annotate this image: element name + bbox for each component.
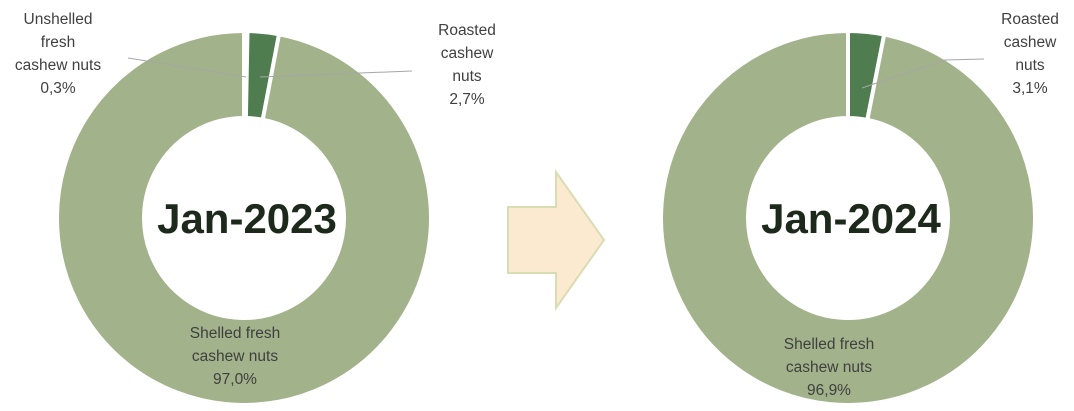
data-label-line: Shelled fresh [190, 325, 280, 342]
data-label-line: cashew nuts [786, 359, 872, 376]
data-label-unshelled: Unshelled fresh cashew nuts 0,3% [15, 11, 101, 97]
data-label-line: 97,0% [213, 371, 257, 388]
leader-line-roasted [861, 58, 985, 89]
right-arrow-icon [507, 168, 606, 312]
data-label-line: 96,9% [807, 382, 851, 399]
slice-shelled [659, 28, 1037, 407]
data-label-line: Unshelled [24, 11, 93, 28]
leader-line-roasted [259, 70, 413, 78]
center-label: Jan-2023 [157, 195, 337, 242]
data-label-roasted: Roasted cashew nuts 2,7% [438, 22, 496, 108]
data-label-line: cashew nuts [192, 348, 278, 365]
data-label-line: Roasted [1001, 11, 1059, 28]
data-label-line: Roasted [438, 22, 496, 39]
data-label-line: 3,1% [1012, 80, 1048, 97]
data-label-line: cashew nuts [15, 57, 101, 74]
center-label: Jan-2024 [761, 195, 941, 242]
data-label-line: Shelled fresh [784, 336, 874, 353]
data-label-line: 0,3% [40, 80, 76, 97]
data-label-line: 2,7% [449, 91, 485, 108]
slice-shelled [55, 28, 433, 407]
donut-chart-jan-2023: Unshelled fresh cashew nuts 0,3% Roasted cash… [15, 11, 496, 407]
data-label-shelled: Shelled fresh cashew nuts 97,0% [190, 325, 280, 388]
data-label-line: nuts [452, 68, 482, 85]
data-label-line: cashew [441, 45, 494, 62]
data-label-line: fresh [41, 34, 75, 51]
donut-chart-jan-2024: Roasted cashew nuts 3,1% Shelled fresh cashew… [659, 11, 1059, 407]
data-label-line: cashew [1004, 34, 1057, 51]
data-label-line: nuts [1015, 57, 1045, 74]
data-label-shelled: Shelled fresh cashew nuts 96,9% [784, 336, 874, 399]
data-label-roasted: Roasted cashew nuts 3,1% [1001, 11, 1059, 97]
leader-line-unshelled [127, 57, 247, 78]
